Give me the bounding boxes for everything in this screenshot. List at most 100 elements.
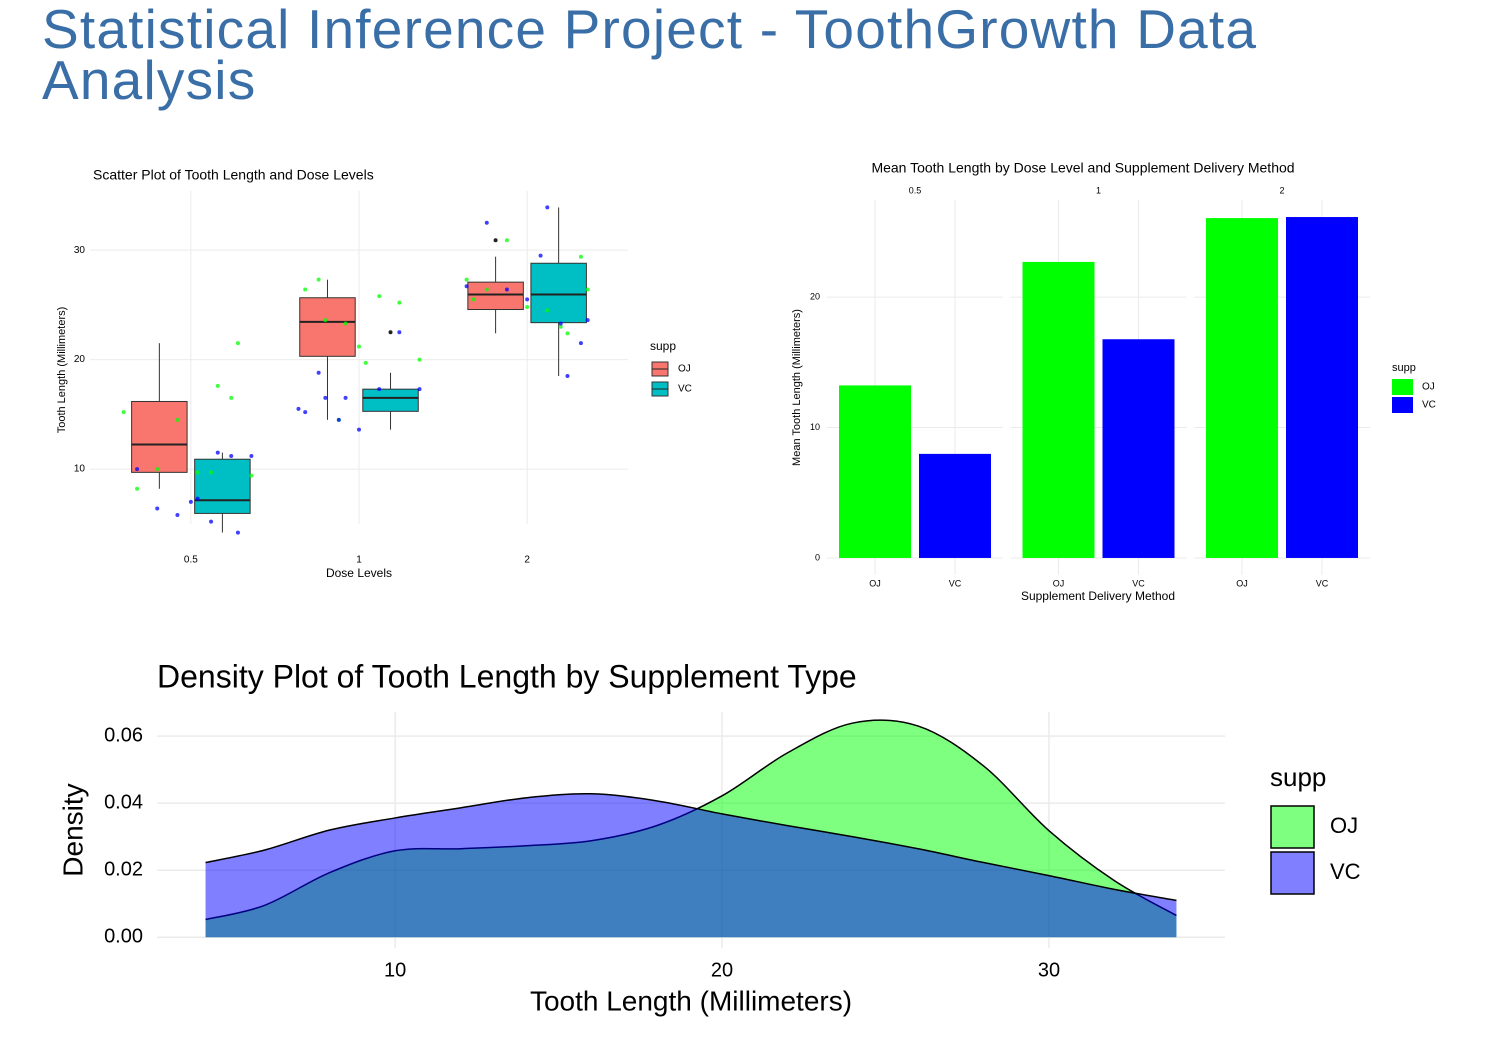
legend-key — [1392, 379, 1413, 395]
y-tick-label: 0.02 — [104, 859, 143, 881]
jitter-point — [484, 287, 489, 292]
x-tick-label: 10 — [384, 959, 406, 981]
jitter-point — [471, 297, 476, 302]
jitter-point — [558, 324, 563, 329]
y-tick-label: 30 — [74, 245, 86, 256]
jitter-point — [397, 330, 402, 335]
x-axis-label: Supplement Delivery Method — [1021, 589, 1175, 603]
jitter-point — [316, 370, 321, 375]
jitter-point — [538, 253, 543, 258]
y-axis-label: Density — [57, 783, 88, 876]
jitter-point — [585, 318, 590, 323]
jitter-point — [155, 506, 160, 511]
jitter-point — [195, 496, 200, 501]
jitter-point — [578, 254, 583, 259]
x-tick-label: VC — [1132, 578, 1145, 588]
jitter-point — [343, 321, 348, 326]
y-tick-label: 10 — [810, 422, 820, 432]
y-tick-label: 0 — [815, 552, 820, 562]
chart-title: Scatter Plot of Tooth Length and Dose Le… — [93, 167, 374, 183]
x-tick-label: 30 — [1038, 959, 1060, 981]
jitter-point — [417, 357, 422, 362]
jitter-point — [357, 427, 361, 432]
bar — [1022, 261, 1095, 558]
jitter-point — [135, 486, 140, 491]
bar — [1102, 339, 1175, 558]
jitter-point — [209, 519, 214, 524]
jitter-point — [565, 331, 570, 336]
y-tick-label: 0.04 — [104, 791, 143, 813]
x-tick-label: OJ — [1053, 578, 1065, 588]
jitter-point — [229, 453, 234, 458]
jitter-point — [229, 395, 234, 400]
legend-label: VC — [1422, 400, 1436, 411]
box — [467, 281, 524, 311]
legend-title: supp — [1270, 762, 1326, 792]
x-tick-label: 2 — [524, 555, 530, 566]
y-axis-label: Tooth Length (Millimeters) — [56, 307, 68, 434]
jitter-point — [545, 205, 550, 210]
facet-label: 0.5 — [909, 185, 922, 195]
y-tick-label: 0.00 — [104, 926, 143, 948]
x-tick-label: 0.5 — [184, 555, 198, 566]
y-tick-label: 10 — [74, 464, 86, 475]
jitter-point — [316, 277, 321, 282]
legend-label: VC — [1330, 859, 1361, 884]
bar — [839, 385, 911, 558]
jitter-point — [303, 410, 308, 415]
legend-label: OJ — [1330, 813, 1358, 838]
chart-title: Density Plot of Tooth Length by Suppleme… — [157, 658, 857, 694]
jitter-point — [343, 395, 348, 400]
jitter-point — [336, 417, 341, 422]
y-tick-label: 0.06 — [104, 724, 143, 746]
jitter-point — [235, 530, 240, 535]
y-tick-label: 20 — [810, 291, 820, 301]
legend-key — [1270, 805, 1315, 849]
jitter-point — [235, 341, 240, 346]
jitter-point — [215, 383, 220, 388]
jitter-point — [525, 297, 530, 302]
facet-label: 2 — [1279, 185, 1284, 195]
box — [194, 458, 251, 514]
jitter-point — [397, 300, 402, 305]
jitter-point — [504, 287, 509, 292]
jitter-point — [417, 387, 422, 392]
jitter-point — [558, 321, 563, 326]
legend-key — [1392, 397, 1413, 413]
x-tick-label: VC — [949, 578, 962, 588]
jitter-point — [303, 287, 308, 292]
jitter-point — [155, 467, 160, 472]
box — [131, 400, 188, 473]
jitter-point — [484, 220, 489, 225]
x-tick-label: 20 — [711, 959, 733, 981]
box — [362, 388, 419, 412]
legend-label: OJ — [1422, 382, 1435, 393]
bar — [1206, 218, 1278, 558]
chart-title: Mean Tooth Length by Dose Level and Supp… — [871, 160, 1294, 176]
jitter-point — [377, 294, 382, 299]
legend-label: OJ — [678, 364, 691, 375]
box — [530, 262, 587, 324]
jitter-point — [175, 417, 180, 422]
bar — [919, 453, 991, 558]
box-outlier — [388, 330, 393, 335]
jitter-point — [188, 499, 193, 504]
x-tick-label: OJ — [1236, 578, 1248, 588]
x-axis-label: Dose Levels — [326, 566, 392, 580]
box — [299, 297, 356, 357]
jitter-point — [209, 470, 214, 475]
density-area — [205, 793, 1177, 938]
jitter-point — [504, 238, 509, 243]
legend-title: supp — [650, 339, 676, 353]
facet-label: 1 — [1096, 185, 1101, 195]
jitter-point — [585, 287, 590, 292]
y-axis-label: Mean Tooth Length (Millimeters) — [791, 309, 803, 466]
jitter-point — [377, 387, 382, 392]
jitter-point — [323, 318, 328, 323]
legend-key — [1270, 851, 1315, 895]
legend-label: VC — [678, 384, 692, 395]
jitter-point — [545, 308, 550, 313]
jitter-point — [578, 341, 583, 346]
jitter-point — [296, 406, 301, 411]
jitter-point — [215, 450, 220, 455]
